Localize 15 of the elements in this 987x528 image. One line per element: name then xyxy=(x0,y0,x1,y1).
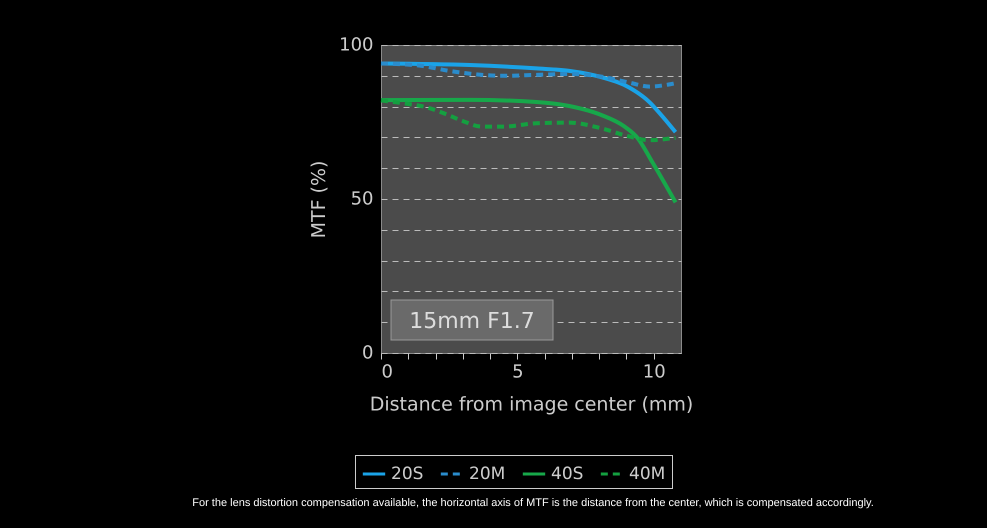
x-tick-label: 5 xyxy=(512,362,524,382)
legend-label: 40M xyxy=(629,464,666,484)
legend-label: 20M xyxy=(469,464,506,484)
legend-label: 20S xyxy=(391,464,424,484)
x-tick-label: 0 xyxy=(382,362,393,382)
text: For the lens distortion compensation available, the horizontal axis of MTF is the distance from the center, which is compensated accordingly. xyxy=(192,497,874,509)
y-tick-label: 100 xyxy=(339,34,374,56)
y-tick-label: 0 xyxy=(362,342,374,364)
legend-label: 40S xyxy=(551,464,584,484)
line-series xyxy=(379,98,678,204)
y-axis-title: MTF (%) xyxy=(308,160,330,238)
x-axis-title: Distance from image center (mm) xyxy=(370,394,694,416)
x-tick-label: 10 xyxy=(642,362,666,382)
annotation: 15mm F1.7 xyxy=(409,309,535,334)
y-tick-label: 50 xyxy=(350,188,374,210)
